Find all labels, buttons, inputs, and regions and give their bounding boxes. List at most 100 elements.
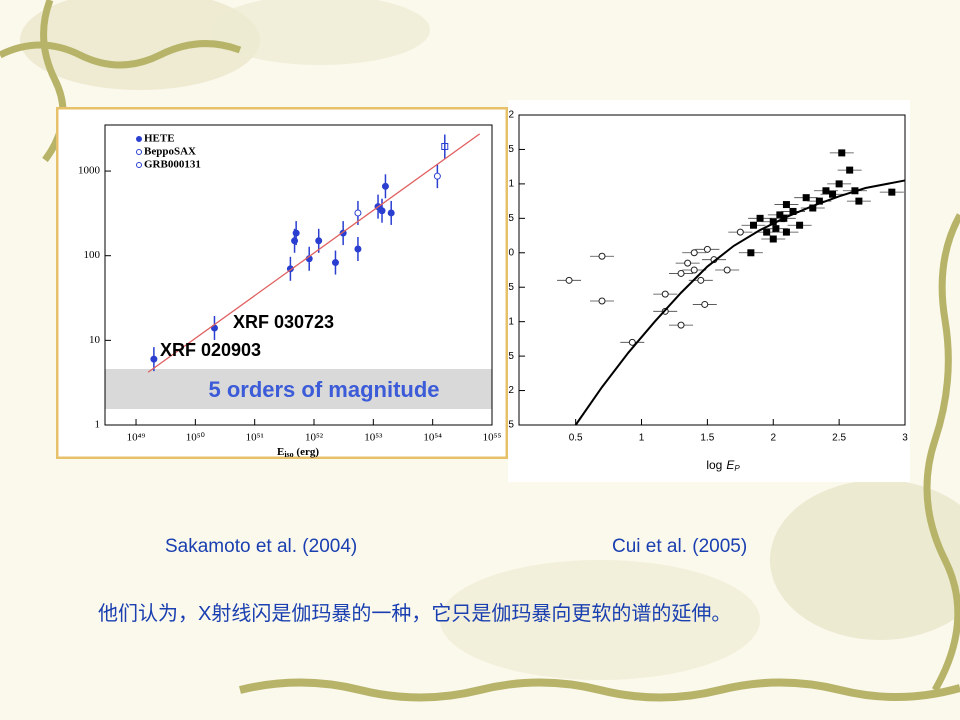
- plot-frame: [518, 114, 906, 426]
- point: [756, 214, 764, 222]
- y-tick-label: -2.5: [508, 420, 514, 431]
- y-tick-label: 0: [508, 247, 514, 258]
- leaf-shadow: [440, 560, 760, 680]
- point: [381, 182, 389, 190]
- point: [772, 225, 780, 233]
- x-tick-label: 10⁵⁴: [423, 432, 442, 444]
- annotation: XRF 020903: [160, 340, 261, 360]
- point: [354, 209, 362, 217]
- x-axis-label: log EP: [706, 458, 740, 473]
- y-tick-label: -2: [508, 385, 514, 396]
- caption: Sakamoto et al. (2004): [165, 536, 358, 557]
- x-tick-label: 2.5: [832, 433, 846, 444]
- y-tick-label: 1: [95, 419, 101, 431]
- panel-border: [56, 107, 508, 459]
- vine: [923, 213, 960, 692]
- y-tick-label: -0.5: [508, 282, 514, 293]
- point: [749, 221, 757, 229]
- point: [292, 229, 300, 237]
- point: [782, 228, 790, 236]
- point: [747, 249, 755, 257]
- point: [628, 338, 636, 346]
- point: [796, 221, 804, 229]
- chart-right: 0.5 1 1.5 2 2.5 3 -2.5 -2 -1.5 -1 -0.5 0 0.5 1 1.5 2 log…: [508, 100, 910, 482]
- point: [855, 197, 863, 205]
- band: [105, 369, 492, 409]
- x-tick-label: 10⁵⁵: [483, 432, 502, 444]
- y-tick-label: 1000: [78, 165, 101, 177]
- vine: [0, 40, 242, 69]
- point: [565, 276, 573, 284]
- chart-left: 10⁴⁹ 10⁵⁰ 10⁵¹ 10⁵² 10⁵³ 10⁵⁴ 10⁵⁵ 1 10 100 1000 HE…: [56, 107, 508, 459]
- point: [387, 209, 395, 217]
- point: [684, 259, 692, 267]
- point: [846, 166, 854, 174]
- body-text: 他们认为，X射线闪是伽玛暴的一种，它只是伽玛暴向更软的谱的延伸。: [98, 603, 732, 625]
- point: [598, 297, 606, 305]
- point: [354, 245, 362, 253]
- point: [433, 172, 441, 180]
- point: [690, 249, 698, 257]
- x-tick-label: 0.5: [569, 433, 583, 444]
- legend-label: GRB000131: [144, 159, 201, 171]
- point: [690, 266, 698, 274]
- x-axis-label: Eiso (erg): [277, 446, 319, 459]
- point: [697, 276, 705, 284]
- x-tick-label: 1.5: [700, 433, 714, 444]
- x-tick-label: 10⁵¹: [246, 432, 264, 444]
- y-tick-label: -1.5: [508, 351, 514, 362]
- point: [838, 149, 846, 157]
- point: [331, 259, 339, 267]
- point: [150, 355, 158, 363]
- point: [736, 228, 744, 236]
- point: [782, 201, 790, 209]
- legend-label: BeppoSAX: [144, 146, 196, 158]
- point: [661, 290, 669, 298]
- point: [769, 235, 777, 243]
- point: [441, 143, 449, 151]
- y-tick-label: 100: [84, 249, 101, 261]
- legend-marker: [136, 162, 142, 168]
- point: [315, 237, 323, 245]
- x-tick-label: 10⁵⁰: [186, 432, 206, 444]
- legend-marker: [136, 149, 142, 155]
- legend-label: HETE: [144, 133, 175, 145]
- x-tick-label: 10⁴⁹: [127, 432, 146, 444]
- fit-line: [574, 179, 906, 426]
- point: [703, 245, 711, 253]
- y-tick-label: 2: [508, 110, 514, 121]
- x-tick-label: 1: [639, 433, 645, 444]
- x-tick-label: 10⁵²: [305, 432, 324, 444]
- y-tick-label: 1.5: [508, 144, 514, 155]
- x-tick-label: 2: [770, 433, 776, 444]
- leaf-shadow: [770, 480, 960, 640]
- plot-frame: [104, 124, 493, 426]
- point: [677, 321, 685, 329]
- annotation: 5 orders of magnitude: [208, 377, 439, 402]
- leaf-shadow: [20, 0, 260, 90]
- y-tick-label: 1: [508, 179, 514, 190]
- point: [723, 266, 731, 274]
- legend-marker: [136, 136, 142, 142]
- point: [378, 207, 386, 215]
- point: [701, 300, 709, 308]
- x-tick-label: 3: [902, 433, 908, 444]
- point: [763, 228, 771, 236]
- annotation: XRF 030723: [233, 312, 334, 332]
- point: [835, 180, 843, 188]
- y-tick-label: -1: [508, 316, 514, 327]
- point: [829, 190, 837, 198]
- point: [822, 187, 830, 195]
- y-tick-label: 10: [89, 334, 101, 346]
- x-tick-label: 10⁵³: [364, 432, 383, 444]
- point: [888, 188, 896, 196]
- leaf-shadow: [210, 0, 430, 65]
- caption: Cui et al. (2005): [612, 536, 748, 557]
- point: [598, 252, 606, 260]
- point: [802, 194, 810, 202]
- y-tick-label: 0.5: [508, 213, 514, 224]
- fit-line: [147, 133, 481, 373]
